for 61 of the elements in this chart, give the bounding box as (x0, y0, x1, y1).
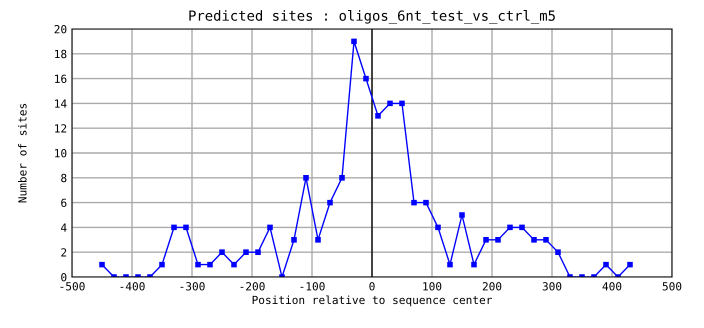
point (99, 262, 105, 268)
x-tick-label: -500 (60, 282, 85, 291)
y-tick-label: 8 (61, 174, 66, 182)
point (303, 175, 309, 181)
point (183, 224, 189, 230)
x-tick-label: -400 (120, 282, 145, 291)
x-tick-label: -200 (240, 282, 265, 291)
point (399, 100, 405, 106)
x-tick-label: -300 (180, 282, 205, 291)
y-tick-label: 16 (55, 74, 66, 84)
point (315, 237, 321, 243)
point (423, 200, 429, 206)
point (459, 212, 465, 218)
x-axis-title: Position relative to sequence center (252, 295, 492, 306)
point (507, 224, 513, 230)
point (327, 200, 333, 206)
y-axis-title: Number of sites (18, 104, 27, 202)
y-tick-label: 10 (55, 149, 66, 158)
point (543, 237, 549, 243)
point (411, 200, 417, 206)
point (207, 262, 213, 268)
x-tick-label: 500 (662, 282, 682, 291)
point (387, 100, 393, 106)
point (231, 262, 237, 268)
chart-title: Predicted sites : oligos_6nt_test_vs_ctrl_m5 (189, 10, 555, 24)
point (351, 38, 357, 44)
point (435, 224, 441, 230)
x-tick-label: 200 (482, 282, 502, 291)
x-tick-label: 300 (542, 282, 562, 291)
point (555, 249, 561, 255)
point (363, 76, 369, 82)
y-tick-label: 18 (55, 50, 66, 58)
x-tick-label: 0 (369, 282, 375, 291)
x-tick-label: 400 (602, 282, 622, 291)
point (195, 262, 201, 268)
point (531, 237, 537, 243)
point (291, 237, 297, 243)
point (495, 237, 501, 243)
point (471, 262, 477, 268)
x-tick-label: 100 (423, 282, 442, 291)
point (255, 249, 261, 255)
point (159, 262, 165, 268)
point (375, 113, 381, 119)
x-tick-label: -100 (300, 282, 325, 291)
point (603, 262, 609, 268)
y-tick-label: 14 (55, 100, 67, 108)
y-tick-label: 0 (61, 273, 66, 282)
point (627, 262, 633, 268)
point (171, 224, 177, 230)
y-tick-label: 6 (61, 198, 66, 208)
point (483, 237, 489, 243)
point (267, 224, 273, 230)
y-tick-label: 2 (61, 248, 66, 256)
point (243, 249, 249, 255)
point (219, 249, 225, 255)
y-tick-label: 12 (55, 124, 66, 132)
y-tick-label: 20 (54, 25, 66, 34)
y-tick-label: 4 (61, 224, 67, 232)
point (447, 262, 453, 268)
point (519, 224, 525, 230)
point (339, 175, 345, 181)
